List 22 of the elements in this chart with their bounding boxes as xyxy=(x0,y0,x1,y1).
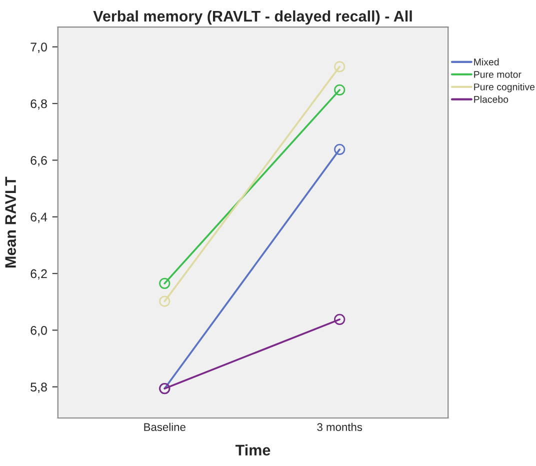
legend-label: Pure cognitive xyxy=(474,83,535,92)
y-tick-label: 6,0 xyxy=(30,326,47,336)
point xyxy=(159,278,170,289)
y-tick-label: 6,2 xyxy=(30,269,47,280)
x-tick-label: Baseline xyxy=(144,422,186,432)
legend-label: Pure motor xyxy=(474,71,522,78)
chart-title: Verbal memory (RAVLT - delayed recall) - All xyxy=(93,10,412,25)
y-tick-label: 5,8 xyxy=(30,382,47,393)
point xyxy=(334,314,346,325)
x-axis-title: Time xyxy=(235,444,270,456)
y-tick-label: 6,4 xyxy=(30,212,48,223)
legend-label: Mixed xyxy=(474,58,499,66)
point xyxy=(334,144,346,155)
point xyxy=(334,61,346,72)
point xyxy=(159,296,170,307)
point xyxy=(334,84,346,96)
legend-label: Placebo xyxy=(474,96,508,103)
x-tick-label: 3 months xyxy=(317,422,362,432)
y-tick-label: 7,0 xyxy=(30,42,47,53)
y-tick-label: 6,6 xyxy=(30,156,47,166)
y-axis-title: Mean RAVLT xyxy=(5,176,16,268)
y-tick-label: 6,8 xyxy=(30,99,47,110)
